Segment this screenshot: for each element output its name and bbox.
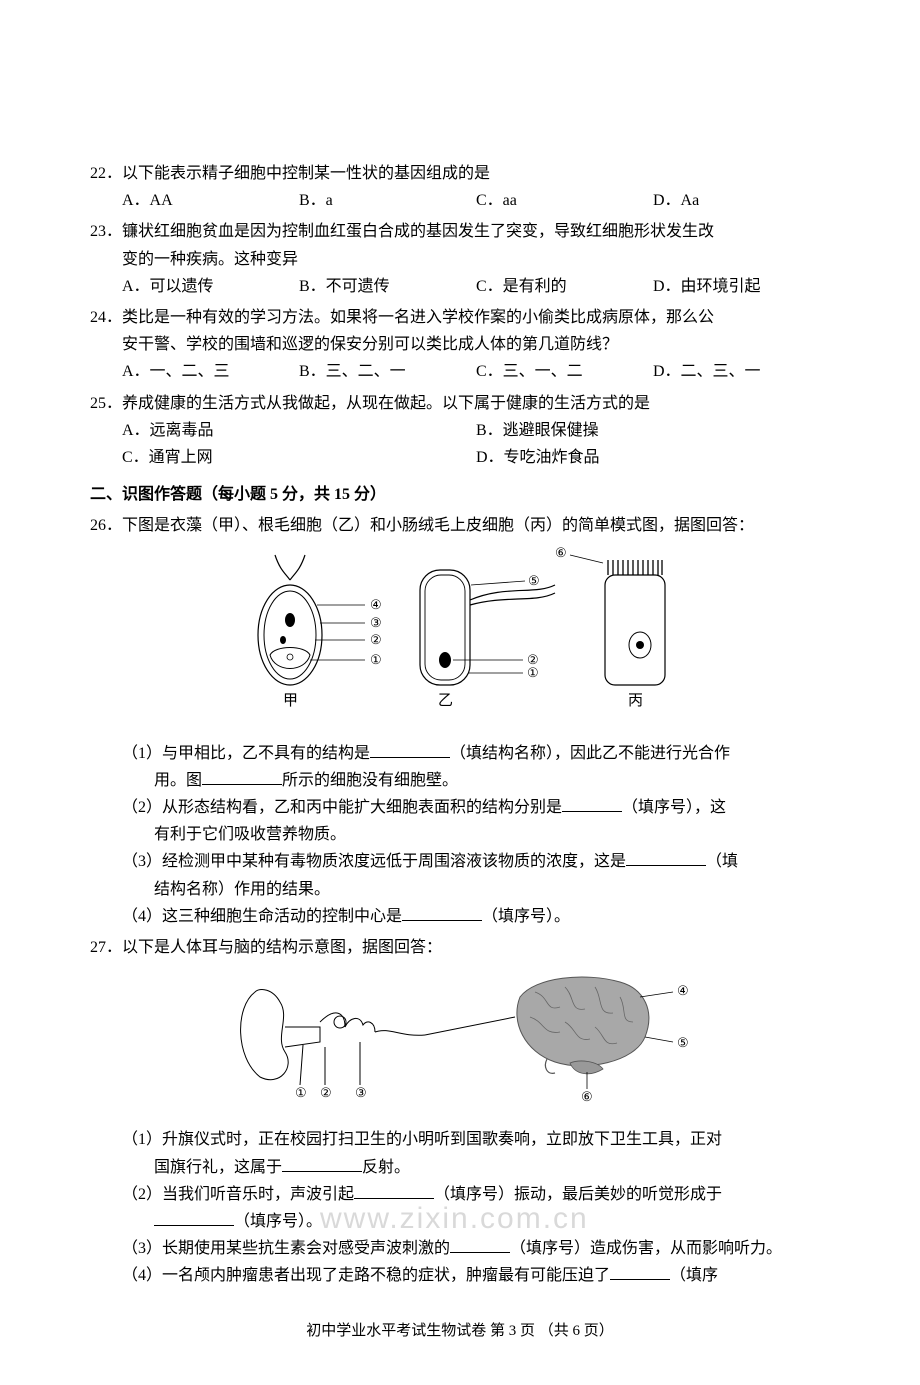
q24-opt-d: D．二、三、一	[653, 358, 830, 385]
q26-sub4: （4） 这三种细胞生命活动的控制中心是（填序号）。	[90, 903, 830, 930]
label-1: ①	[370, 652, 382, 667]
q27-sub4: （4） 一名颅内肿瘤患者出现了走路不稳的症状，肿瘤最有可能压迫了（填序	[90, 1262, 830, 1289]
figure-27: ① ② ③ ④ ⑤ ⑥	[90, 967, 830, 1116]
q22-opt-d: D．Aa	[653, 187, 830, 214]
cell-jia	[258, 555, 365, 685]
question-25: 25． 养成健康的生活方式从我做起，从现在做起。以下属于健康的生活方式的是 A．…	[90, 390, 830, 472]
question-24: 24． 类比是一种有效的学习方法。如果将一名进入学校作案的小偷类比成病原体，那么…	[90, 304, 830, 386]
label-ear-3: ③	[355, 1085, 367, 1100]
q27-stem: 以下是人体耳与脑的结构示意图，据图回答：	[122, 934, 830, 961]
brain-diagram	[517, 977, 673, 1089]
page-footer: 初中学业水平考试生物试卷 第 3 页 （共 6 页）	[90, 1319, 830, 1345]
question-23: 23． 镰状红细胞贫血是因为控制血红蛋白合成的基因发生了突变，导致红细胞形状发生…	[90, 218, 830, 300]
label-ear-1: ①	[295, 1085, 307, 1100]
blank[interactable]	[154, 1208, 234, 1226]
blank[interactable]	[370, 740, 450, 758]
q27-sub2: （2） 当我们听音乐时，声波引起（填序号）振动，最后美妙的听觉形成于	[90, 1181, 830, 1208]
q22-opt-a: A．AA	[122, 187, 299, 214]
q25-stem: 养成健康的生活方式从我做起，从现在做起。以下属于健康的生活方式的是	[122, 390, 830, 417]
q24-number: 24．	[90, 304, 122, 331]
blank[interactable]	[450, 1235, 510, 1253]
q22-stem: 以下能表示精子细胞中控制某一性状的基因组成的是	[122, 160, 830, 187]
blank[interactable]	[354, 1181, 434, 1199]
q22-options: A．AA B．a C．aa D．Aa	[90, 187, 830, 214]
section-2-header: 二、识图作答题（每小题 5 分，共 15 分）	[90, 481, 830, 508]
figure-26: ④ ③ ② ① 甲 ⑤ ② ①	[90, 545, 830, 729]
q22-number: 22．	[90, 160, 122, 187]
q23-stem2: 变的一种疾病。这种变异	[90, 246, 830, 273]
question-26: 26． 下图是衣藻（甲）、根毛细胞（乙）和小肠绒毛上皮细胞（丙）的简单模式图，据…	[90, 512, 830, 930]
q25-number: 25．	[90, 390, 122, 417]
q25-opt-a: A．远离毒品	[122, 417, 476, 444]
blank[interactable]	[282, 1154, 362, 1172]
q27-sub3: （3） 长期使用某些抗生素会对感受声波刺激的（填序号）造成伤害，从而影响听力。	[90, 1235, 830, 1262]
label-brain-6: ⑥	[581, 1089, 593, 1104]
q26-sub1: （1） 与甲相比，乙不具有的结构是（填结构名称），因此乙不能进行光合作	[90, 740, 830, 767]
q27-sub1: （1） 升旗仪式时，正在校园打扫卫生的小明听到国歌奏响，立即放下卫生工具，正对	[90, 1126, 830, 1153]
label-4: ④	[370, 597, 382, 612]
q23-opt-c: C．是有利的	[476, 273, 653, 300]
q26-stem: 下图是衣藻（甲）、根毛细胞（乙）和小肠绒毛上皮细胞（丙）的简单模式图，据图回答：	[122, 512, 830, 539]
label-yi: 乙	[438, 693, 453, 709]
q23-number: 23．	[90, 218, 122, 245]
q24-opt-c: C．三、一、二	[476, 358, 653, 385]
q25-opt-c: C．通宵上网	[122, 444, 476, 471]
blank[interactable]	[562, 794, 622, 812]
label-yi-5: ⑤	[528, 573, 540, 588]
q24-opt-b: B．三、二、一	[299, 358, 476, 385]
blank[interactable]	[402, 903, 482, 921]
q26-number: 26．	[90, 512, 122, 539]
q26-sub2: （2） 从形态结构看，乙和丙中能扩大细胞表面积的结构分别是（填序号），这	[90, 794, 830, 821]
label-jia: 甲	[283, 693, 298, 709]
q22-opt-b: B．a	[299, 187, 476, 214]
q23-opt-a: A．可以遗传	[122, 273, 299, 300]
q24-stem2: 安干警、学校的围墙和巡逻的保安分别可以类比成人体的第几道防线？	[90, 331, 830, 358]
label-yi-1: ①	[527, 665, 539, 680]
blank[interactable]	[610, 1263, 670, 1281]
q27-number: 27．	[90, 934, 122, 961]
blank[interactable]	[202, 767, 282, 785]
q23-opt-b: B．不可遗传	[299, 273, 476, 300]
q24-stem1: 类比是一种有效的学习方法。如果将一名进入学校作案的小偷类比成病原体，那么公	[122, 304, 830, 331]
label-brain-4: ④	[677, 983, 689, 998]
label-2: ②	[370, 632, 382, 647]
q24-opt-a: A．一、二、三	[122, 358, 299, 385]
q23-options: A．可以遗传 B．不可遗传 C．是有利的 D．由环境引起	[90, 273, 830, 300]
q26-sub3: （3） 经检测甲中某种有毒物质浓度远低于周围溶液该物质的浓度，这是（填	[90, 848, 830, 875]
label-ear-2: ②	[320, 1085, 332, 1100]
q22-opt-c: C．aa	[476, 187, 653, 214]
q23-opt-d: D．由环境引起	[653, 273, 830, 300]
q23-stem1: 镰状红细胞贫血是因为控制血红蛋白合成的基因发生了突变，导致红细胞形状发生改	[122, 218, 830, 245]
label-brain-5: ⑤	[677, 1035, 689, 1050]
label-bing: 丙	[628, 693, 643, 709]
cell-bing	[570, 555, 665, 685]
q25-options: A．远离毒品 B．逃避眼保健操 C．通宵上网 D．专吃油炸食品	[90, 417, 830, 471]
q25-opt-b: B．逃避眼保健操	[476, 417, 830, 444]
label-3: ③	[370, 615, 382, 630]
ear-diagram	[241, 990, 425, 1086]
blank[interactable]	[626, 849, 706, 867]
label-bing-6: ⑥	[555, 545, 567, 560]
question-27: 27． 以下是人体耳与脑的结构示意图，据图回答： ① ② ③	[90, 934, 830, 1290]
q25-opt-d: D．专吃油炸食品	[476, 444, 830, 471]
q24-options: A．一、二、三 B．三、二、一 C．三、一、二 D．二、三、一	[90, 358, 830, 385]
question-22: 22． 以下能表示精子细胞中控制某一性状的基因组成的是 A．AA B．a C．a…	[90, 160, 830, 214]
